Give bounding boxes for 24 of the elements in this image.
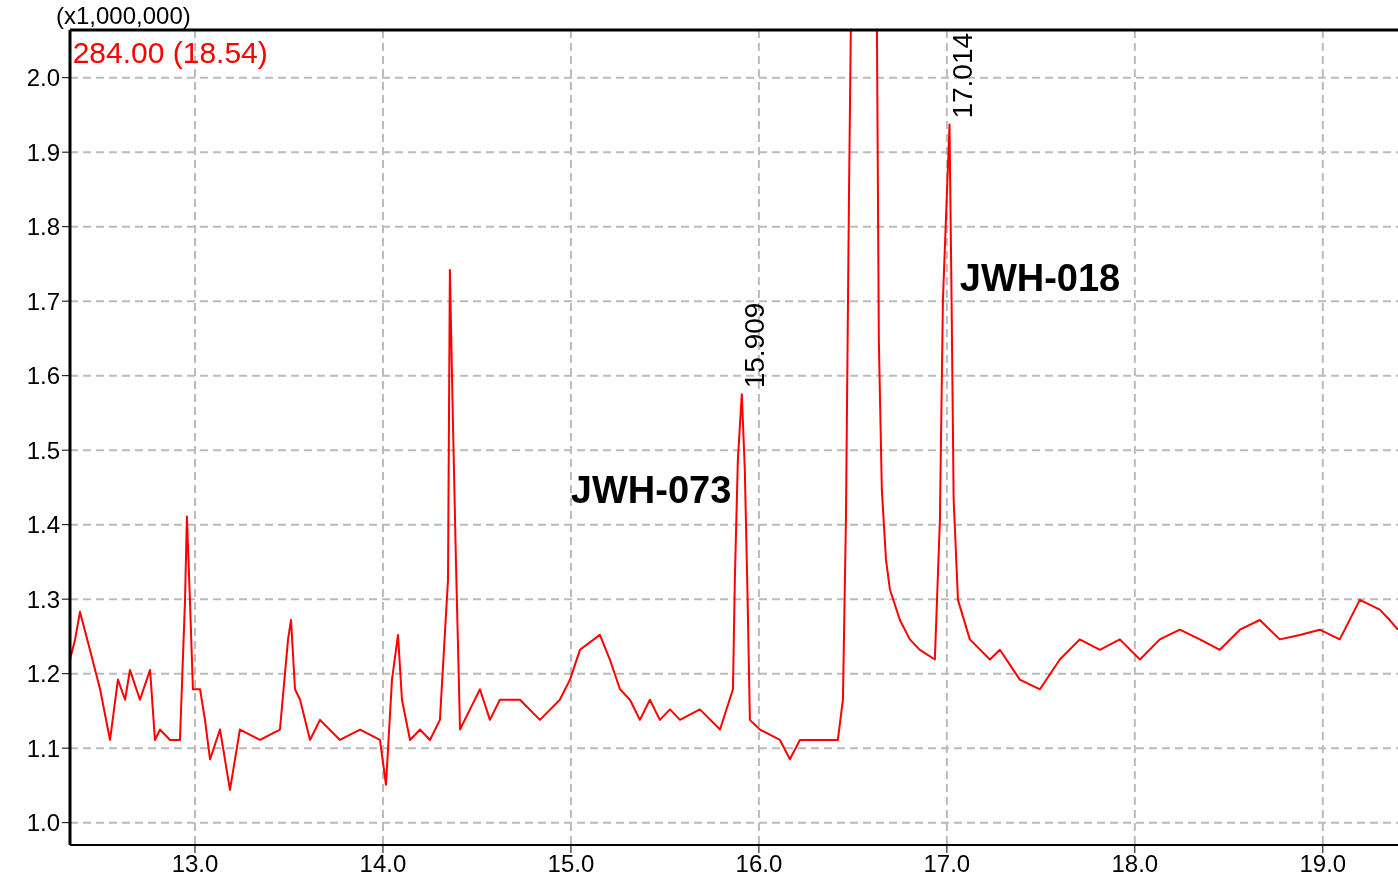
y-tick-label: 1.6 [26,362,60,390]
y-tick-label: 2.0 [26,64,60,92]
x-tick-label: 15.0 [547,850,595,878]
x-tick-label: 13.0 [171,850,219,878]
annotation: 284.00 (18.54) [72,35,268,69]
annotation: JWH-073 [570,468,732,511]
y-tick-label: 1.7 [26,287,60,315]
x-tick-label: 16.0 [735,850,783,878]
annotation: JWH-018 [959,256,1121,299]
y-tick-label: 1.3 [26,585,60,613]
x-tick-label: 18.0 [1111,850,1159,878]
y-tick-label: 1.4 [26,511,60,539]
y-tick-label: 1.5 [26,436,60,464]
x-tick-label: 17.0 [923,850,971,878]
y-tick-label: 1.1 [26,734,60,762]
y-tick-label: 1.2 [26,660,60,688]
x-tick-label: 19.0 [1299,850,1347,878]
x-tick-label: 14.0 [359,850,407,878]
y-tick-label: 1.8 [26,213,60,241]
y-tick-label: 1.9 [26,138,60,166]
annotation: 15.909 [738,302,770,389]
y-axis-title: (x1,000,000) [56,2,191,29]
annotation: 17.014 [946,32,978,119]
y-tick-label: 1.0 [26,809,60,837]
